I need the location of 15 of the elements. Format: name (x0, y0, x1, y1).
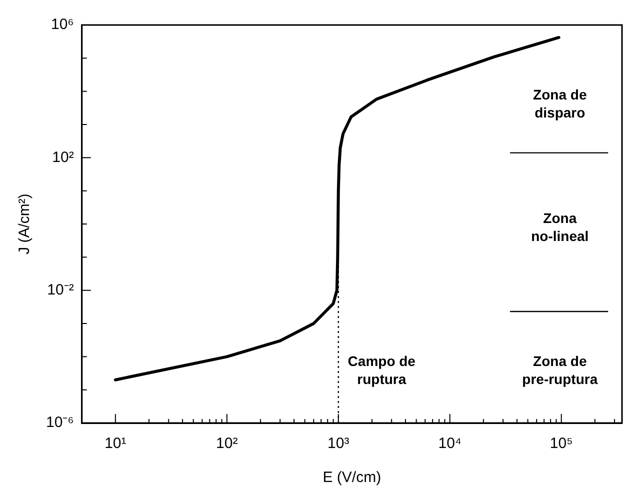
x-axis-title: E (V/cm) (322, 469, 382, 486)
y-tick-label: 10⁻⁶ (46, 414, 74, 432)
y-axis-title: J (A/cm²) (16, 194, 34, 254)
x-tick-label: 10² (216, 435, 238, 452)
y-tick-label: 10⁻² (47, 281, 74, 298)
y-tick-label: 10² (52, 148, 74, 166)
annotation: Zona de disparo (533, 86, 587, 120)
y-tick-label: 10⁶ (51, 16, 74, 34)
annotation: Zona de pre-ruptura (522, 353, 598, 388)
annotation: Campo de ruptura (348, 353, 416, 388)
x-tick-label: 10³ (328, 435, 350, 452)
x-tick-label: 10¹ (104, 435, 126, 452)
x-tick-label: 10⁴ (438, 435, 462, 452)
x-tick-label: 10⁵ (550, 435, 573, 452)
annotation: Zona no-lineal (531, 210, 589, 244)
